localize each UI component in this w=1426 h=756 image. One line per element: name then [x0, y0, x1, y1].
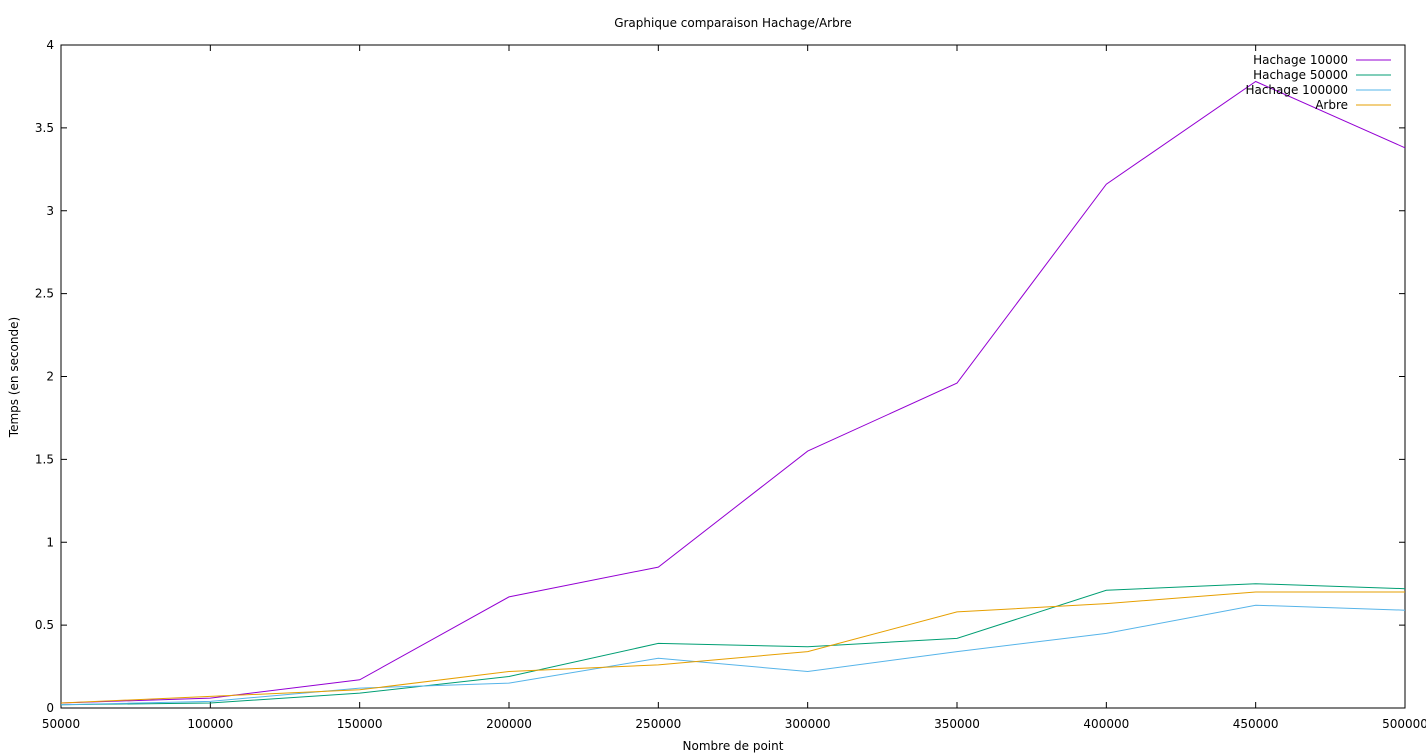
- series-line-arbre: [60, 591, 1405, 704]
- y-tick-label: 2.5: [35, 287, 54, 301]
- series-layer: [60, 80, 1406, 706]
- x-axis-label: Nombre de point: [683, 739, 784, 753]
- x-tick-label: 350000: [934, 717, 980, 731]
- x-tick-label: 450000: [1233, 717, 1279, 731]
- y-tick-label: 3.5: [35, 121, 54, 135]
- legend-label-hachage-10000: Hachage 10000: [1253, 53, 1348, 67]
- x-tick-label: 500000: [1382, 717, 1426, 731]
- y-tick-label: 2: [46, 370, 54, 384]
- series-line-hachage-10000: [60, 80, 1406, 704]
- y-tick-label: 0: [46, 701, 54, 715]
- x-tick-label: 250000: [635, 717, 681, 731]
- x-tick-label: 200000: [486, 717, 532, 731]
- legend-label-hachage-50000: Hachage 50000: [1253, 68, 1348, 82]
- series-line-hachage-100000: [60, 604, 1406, 706]
- y-axis: 0 0.5 1 1.5 2 2.5 3 3.5 4: [35, 38, 1405, 715]
- y-tick-label: 0.5: [35, 618, 54, 632]
- legend-label-arbre: Arbre: [1315, 98, 1348, 112]
- y-tick-label: 1.5: [35, 452, 54, 466]
- x-tick-label: 150000: [337, 717, 383, 731]
- y-axis-label: Temps (en seconde): [7, 317, 21, 438]
- plot-frame: [60, 44, 1406, 709]
- chart-title: Graphique comparaison Hachage/Arbre: [614, 16, 852, 30]
- x-tick-label: 100000: [187, 717, 233, 731]
- y-tick-label: 1: [46, 535, 54, 549]
- legend-label-hachage-100000: Hachage 100000: [1245, 83, 1348, 97]
- series-line-hachage-50000: [60, 583, 1406, 706]
- y-tick-label: 3: [46, 204, 54, 218]
- x-tick-label: 300000: [785, 717, 831, 731]
- x-axis: 50000 100000 150000 200000 250000 300000 35000…: [42, 45, 1426, 731]
- x-tick-label: 50000: [42, 717, 80, 731]
- x-tick-label: 400000: [1083, 717, 1129, 731]
- y-tick-label: 4: [46, 38, 54, 52]
